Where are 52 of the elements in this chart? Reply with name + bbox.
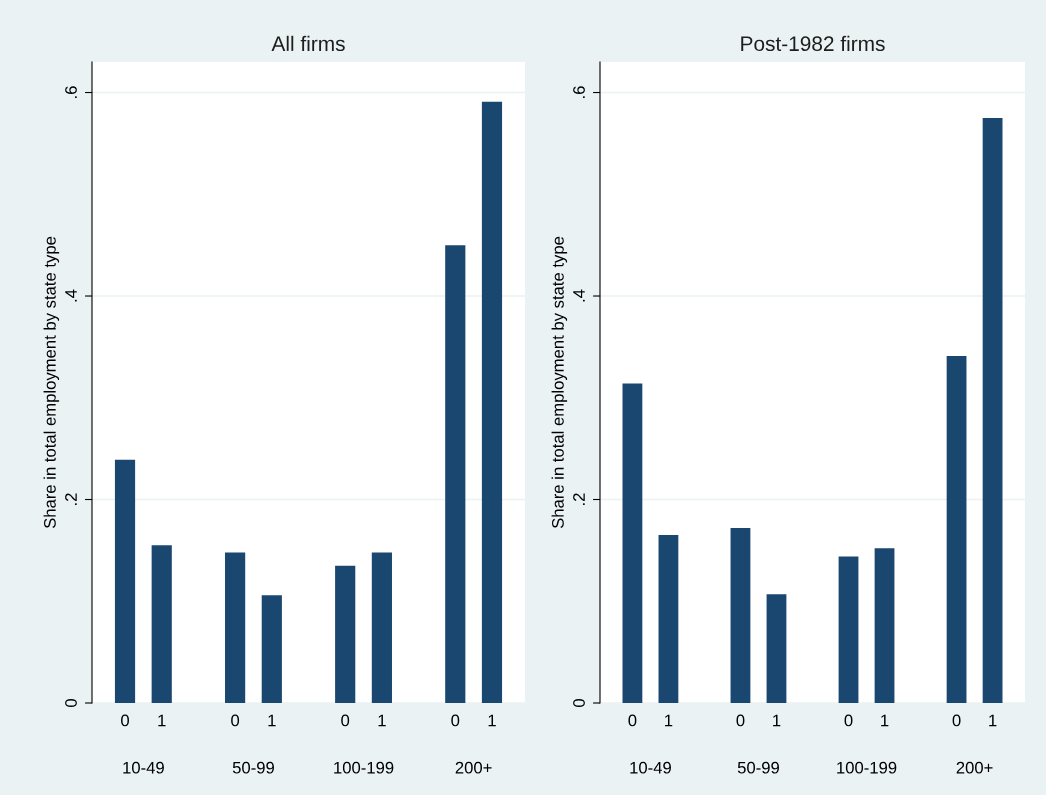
x-tick-label: 0 — [451, 714, 460, 727]
x-tick-label: 0 — [121, 714, 130, 727]
bar — [730, 528, 751, 703]
bar — [445, 245, 466, 703]
bar — [622, 383, 643, 703]
x-tick-label: 1 — [158, 714, 166, 727]
bar — [874, 548, 895, 703]
bar — [766, 594, 787, 703]
text: 10-49 — [123, 761, 164, 774]
bar — [114, 459, 136, 703]
y-tick-label: .2 — [65, 493, 77, 505]
y-tick-label: .6 — [65, 86, 77, 98]
x-tick-label: 1 — [773, 714, 781, 727]
y-tick-label: 0 — [573, 699, 585, 707]
y-axis-title: Share in total employment by state type — [551, 236, 568, 529]
x-tick-label: 1 — [881, 714, 889, 727]
x-tick-label: 0 — [844, 714, 853, 727]
text: 50-99 — [232, 761, 274, 774]
bar — [982, 117, 1003, 703]
bar — [371, 552, 392, 703]
x-tick-label: 1 — [665, 714, 673, 727]
bar — [261, 595, 282, 703]
text: 50-99 — [737, 761, 779, 774]
y-tick-label: .2 — [573, 493, 585, 505]
bar — [335, 565, 356, 703]
y-tick-label: .4 — [65, 289, 77, 302]
text: 200+ — [455, 761, 492, 774]
chart-title: Post-1982 firms — [741, 35, 885, 52]
x-tick-label: 1 — [488, 714, 496, 727]
bar — [946, 356, 967, 703]
chart-title: All firms — [271, 35, 345, 52]
y-tick-label: 0 — [65, 699, 77, 707]
x-tick-label: 0 — [736, 714, 745, 727]
y-tick-label: .6 — [573, 86, 585, 98]
text: 200+ — [956, 761, 993, 774]
x-tick-label: 0 — [341, 714, 350, 727]
y-tick-label: .4 — [573, 289, 585, 302]
bar — [225, 552, 246, 703]
x-tick-label: 1 — [268, 714, 276, 727]
text: 100-199 — [334, 761, 394, 774]
x-tick-label: 0 — [231, 714, 240, 727]
x-tick-label: 0 — [628, 714, 637, 727]
bar — [481, 101, 503, 703]
x-tick-label: 1 — [378, 714, 386, 727]
x-tick-label: 0 — [952, 714, 961, 727]
bar — [658, 535, 679, 703]
text: 100-199 — [837, 761, 897, 774]
y-axis-title: Share in total employment by state type — [43, 236, 60, 529]
bar — [151, 545, 172, 703]
x-tick-label: 1 — [989, 714, 997, 727]
bar — [838, 556, 859, 703]
text: 10-49 — [630, 761, 671, 774]
